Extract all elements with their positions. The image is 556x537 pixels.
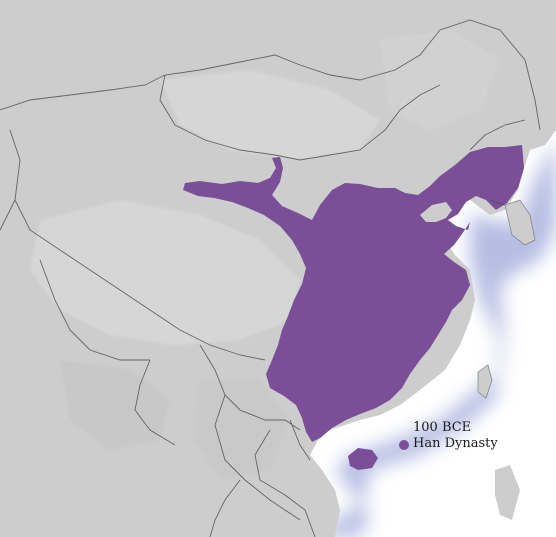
bohai-sea (420, 202, 452, 222)
terrain-texture (30, 30, 500, 480)
legend-label: Han Dynasty (413, 436, 498, 451)
coastline (477, 199, 536, 399)
philippines-islands (495, 465, 520, 520)
legend-date: 100 BCE (413, 420, 472, 435)
legend-swatch (399, 440, 409, 450)
modern-borders (0, 19, 541, 537)
coastal-glow (120, 140, 556, 537)
hainan-island (348, 448, 378, 470)
map-legend: 100 BCE Han Dynasty (397, 420, 517, 454)
